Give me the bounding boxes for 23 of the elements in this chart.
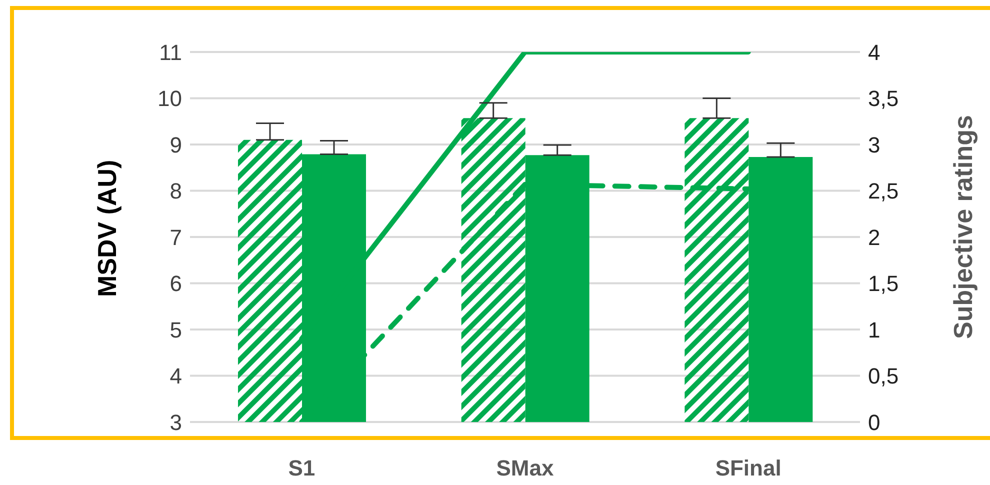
y-tick-label: 3 bbox=[170, 410, 182, 435]
y-tick-label: 6 bbox=[170, 271, 182, 296]
y2-tick-label: 0 bbox=[868, 410, 880, 435]
y2-tick-label: 3 bbox=[868, 132, 880, 158]
y-tick-label: 7 bbox=[170, 224, 182, 250]
y-tick-label: 8 bbox=[170, 178, 182, 204]
y-tick-label: 5 bbox=[170, 317, 182, 342]
y2-tick-label: 2,5 bbox=[868, 178, 899, 204]
y2-tick-label: 1,5 bbox=[868, 271, 899, 296]
y2-tick-label: 4 bbox=[868, 40, 880, 65]
y-tick-label: 10 bbox=[158, 86, 182, 112]
y-axis-title: MSDV (AU) bbox=[92, 160, 122, 297]
y2-tick-label: 0,5 bbox=[868, 364, 899, 389]
y2-tick-label: 2 bbox=[868, 224, 880, 250]
y2-axis-title: Subjective ratings bbox=[948, 115, 978, 339]
y-tick-label: 4 bbox=[170, 364, 182, 389]
y2-tick-label: 1 bbox=[868, 317, 880, 342]
y2-tick-label: 3,5 bbox=[868, 86, 899, 112]
x-tick-label: S1 bbox=[288, 456, 316, 481]
y-tick-label: 9 bbox=[170, 132, 182, 158]
x-tick-label: SMax bbox=[496, 456, 554, 481]
x-tick-label: SFinal bbox=[715, 456, 782, 481]
y-tick-label: 11 bbox=[159, 40, 182, 65]
